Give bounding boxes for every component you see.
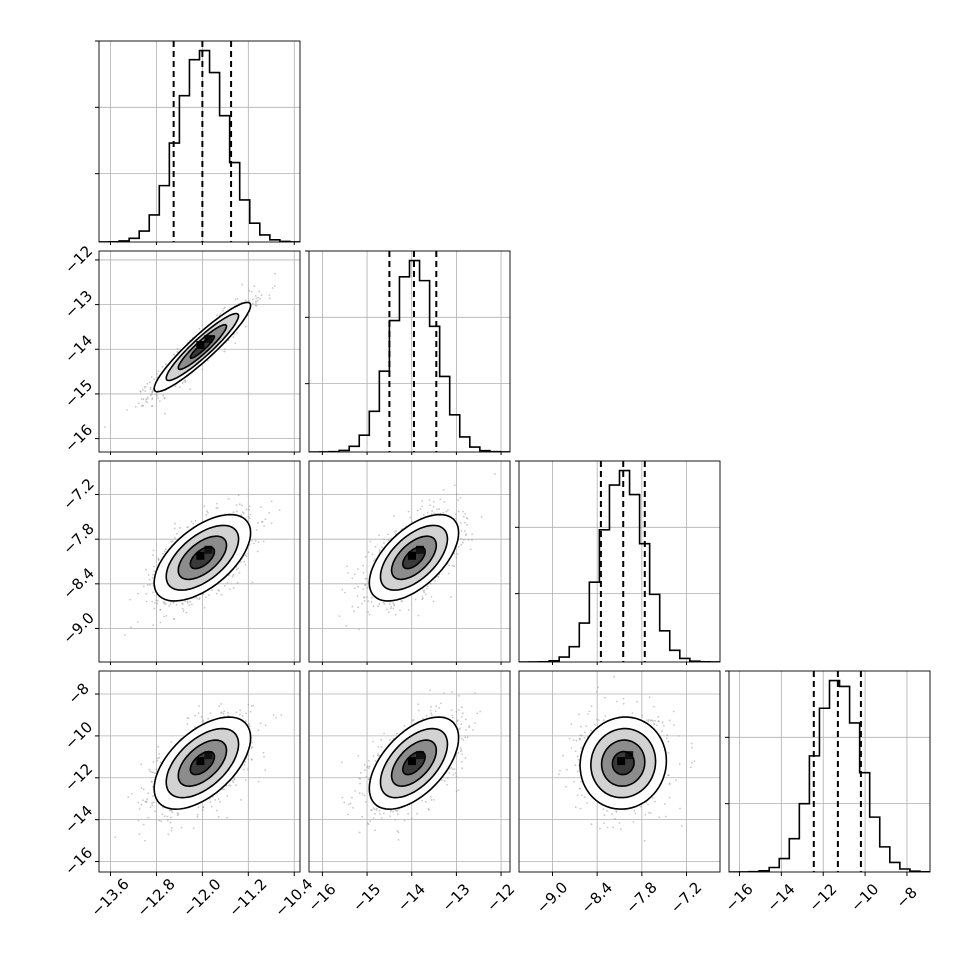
contour-1 — [589, 727, 657, 799]
y-tick-label: −12 — [61, 242, 96, 277]
contour-0 — [153, 716, 252, 811]
contour-0 — [368, 716, 460, 811]
x-tick-label: −10 — [847, 880, 882, 915]
contour-1 — [165, 312, 240, 382]
scatter-density — [338, 473, 496, 631]
hist-panel-3: −16 −14 −12 −10 −8 — [722, 670, 931, 915]
x-tick-label: −12 — [483, 880, 518, 915]
x-tick-label: −13.6 — [88, 875, 133, 920]
scatter-density — [558, 675, 696, 842]
contour-3 — [189, 546, 216, 570]
x-tick-label: −15 — [349, 880, 384, 915]
contour-2 — [600, 739, 646, 787]
y-tick-label: −8.4 — [59, 564, 97, 602]
contour-2 — [177, 739, 228, 788]
x-tick-label: −12.8 — [133, 875, 178, 920]
contour-1 — [165, 524, 240, 591]
x-tick-label: −14 — [763, 880, 798, 915]
x-tick-label: −14 — [394, 880, 429, 915]
panel-frame — [98, 460, 301, 663]
y-tick-label: −15 — [61, 376, 96, 411]
x-tick-label: −16 — [722, 880, 757, 915]
y-tick-label: −13 — [61, 287, 96, 322]
contour-3 — [189, 335, 216, 360]
y-tick-label: −16 — [61, 421, 96, 456]
scatter-density — [114, 703, 283, 842]
y-tick-label: −16 — [61, 844, 96, 879]
scatter-density — [123, 494, 281, 636]
panel-frame — [518, 670, 721, 873]
scatter-panel-1-0: −16 −15 −14 −13 −12 — [61, 242, 301, 456]
histogram-steps — [99, 49, 300, 242]
panel-frame — [98, 670, 301, 873]
contour-2 — [390, 739, 438, 788]
y-tick-label: −7.2 — [59, 475, 97, 513]
contour-1 — [165, 727, 240, 799]
contour-3 — [401, 750, 426, 776]
contour-2 — [177, 535, 228, 581]
hist-panel-1 — [305, 250, 511, 455]
hist-panel-0 — [95, 40, 301, 245]
histogram-steps — [729, 679, 930, 872]
y-tick-label: −14 — [61, 802, 96, 837]
y-tick-label: −9.0 — [59, 609, 97, 647]
scatter-density — [104, 272, 276, 428]
hist-panel-2 — [515, 460, 721, 665]
y-tick-label: −14 — [61, 331, 96, 366]
contour-2 — [390, 535, 438, 581]
panel-frame — [308, 460, 511, 663]
x-tick-label: −8.4 — [578, 878, 616, 916]
x-tick-label: −8 — [892, 883, 920, 911]
y-tick-label: −12 — [61, 760, 96, 795]
contour-2 — [177, 323, 228, 371]
histogram-steps — [309, 259, 510, 452]
y-tick-label: −10 — [61, 718, 96, 753]
contour-3 — [401, 546, 426, 570]
scatter-panel-2-0: −9.0 −8.4 −7.8 −7.2 — [59, 460, 301, 665]
x-tick-label: −7.8 — [622, 878, 660, 916]
histogram-steps — [519, 469, 720, 662]
panel-frame — [308, 670, 511, 873]
scatter-panel-2-1 — [308, 460, 511, 665]
panel-frame — [518, 460, 721, 663]
contour-0 — [368, 513, 460, 602]
contour-3 — [611, 750, 635, 776]
contour-0 — [153, 301, 252, 393]
contour-3 — [189, 750, 216, 776]
contour-1 — [379, 727, 449, 799]
x-tick-label: −12 — [805, 880, 840, 915]
x-tick-label: −13 — [438, 880, 473, 915]
x-tick-label: −12.0 — [179, 875, 224, 920]
panel-frame — [98, 40, 301, 243]
panel-frame — [728, 670, 931, 873]
panel-frame — [98, 250, 301, 453]
scatter-density — [341, 689, 482, 841]
scatter-panel-3-0: −16−14−12−10−8−13.6 −12.8 −12.0 −11.2 −10.4 — [61, 670, 317, 920]
x-tick-label: −9.0 — [533, 878, 571, 916]
x-tick-label: −11.2 — [225, 875, 270, 920]
y-tick-label: −8 — [64, 679, 92, 707]
contour-0 — [153, 513, 252, 602]
scatter-panel-3-1: −16 −15 −14 −13 −12 — [304, 670, 518, 915]
contour-1 — [379, 524, 449, 591]
panel-frame — [308, 250, 511, 453]
scatter-panel-3-2: −9.0 −8.4 −7.8 −7.2 — [518, 670, 721, 917]
x-tick-label: −7.2 — [667, 878, 705, 916]
contour-0 — [579, 716, 668, 810]
y-tick-label: −7.8 — [59, 520, 97, 558]
